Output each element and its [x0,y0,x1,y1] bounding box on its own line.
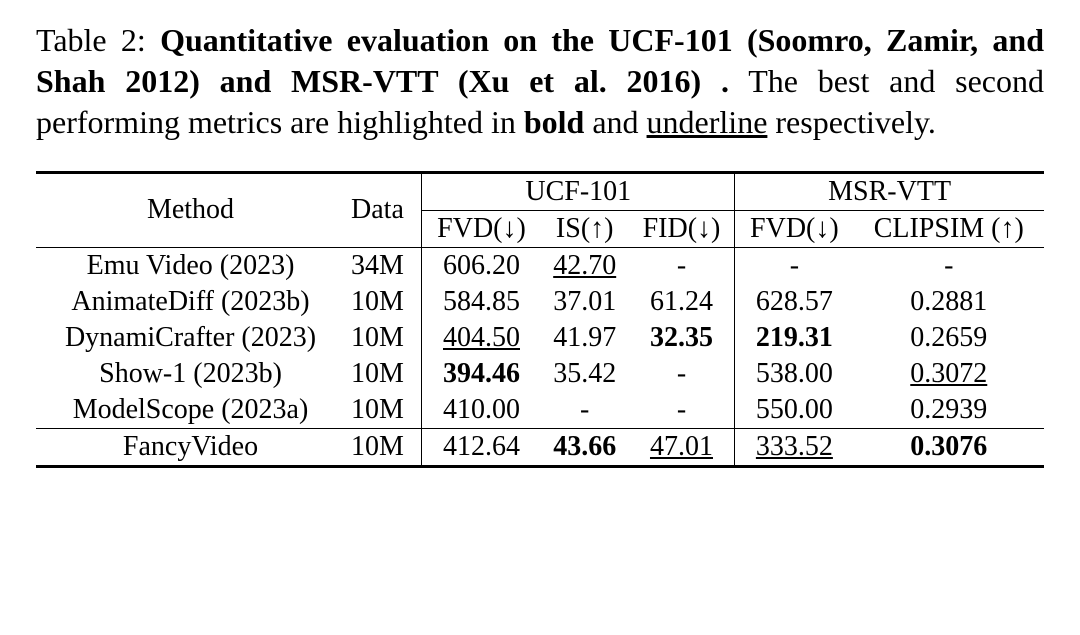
cell-method: Emu Video (2023) [36,247,345,284]
cell-ucf-fid: 61.24 [629,284,735,320]
cell-data: 10M [345,392,422,429]
cell-method: AnimateDiff (2023b) [36,284,345,320]
cell-method: ModelScope (2023a) [36,392,345,429]
cell-ucf-fid: - [629,392,735,429]
cell-method: DynamiCrafter (2023) [36,320,345,356]
cell-msr-fvd: 333.52 [735,428,854,466]
header-clipsim: CLIPSIM (↑) [854,210,1044,247]
cell-method: Show-1 (2023b) [36,356,345,392]
results-table: Method Data UCF-101 MSR-VTT FVD(↓) IS(↑)… [36,171,1044,468]
cell-msr-clip: 0.2939 [854,392,1044,429]
cell-msr-clip: 0.3076 [854,428,1044,466]
header-method: Method [36,172,345,247]
cell-msr-fvd: 219.31 [735,320,854,356]
cell-ucf-fid: - [629,356,735,392]
table-row: DynamiCrafter (2023) 10M 404.50 41.97 32… [36,320,1044,356]
header-ucf: UCF-101 [422,172,735,210]
cell-ucf-is: 37.01 [541,284,629,320]
caption-rest-mid: and [584,104,646,140]
cell-msr-clip: 0.3072 [854,356,1044,392]
cell-ucf-fvd: 394.46 [422,356,541,392]
cell-method: FancyVideo [36,428,345,466]
header-fvd-msr: FVD(↓) [735,210,854,247]
cell-ucf-fvd: 606.20 [422,247,541,284]
table-row: Show-1 (2023b) 10M 394.46 35.42 - 538.00… [36,356,1044,392]
cell-msr-fvd: 550.00 [735,392,854,429]
cell-data: 10M [345,428,422,466]
cell-ucf-fid: 32.35 [629,320,735,356]
cell-ucf-fvd: 410.00 [422,392,541,429]
cell-msr-fvd: 628.57 [735,284,854,320]
cell-ucf-fvd: 584.85 [422,284,541,320]
cell-ucf-is: - [541,392,629,429]
cell-ucf-is: 35.42 [541,356,629,392]
cell-ucf-fid: - [629,247,735,284]
header-is: IS(↑) [541,210,629,247]
table-caption: Table 2: Quantitative evaluation on the … [36,20,1044,143]
header-fid: FID(↓) [629,210,735,247]
header-fvd-ucf: FVD(↓) [422,210,541,247]
cell-ucf-fvd: 412.64 [422,428,541,466]
table-row: ModelScope (2023a) 10M 410.00 - - 550.00… [36,392,1044,429]
cell-data: 34M [345,247,422,284]
cell-ucf-is: 42.70 [541,247,629,284]
cell-ucf-is: 43.66 [541,428,629,466]
cell-msr-clip: 0.2659 [854,320,1044,356]
cell-ucf-fvd: 404.50 [422,320,541,356]
cell-ucf-fid: 47.01 [629,428,735,466]
caption-rest-post: respectively. [767,104,936,140]
cell-ucf-is: 41.97 [541,320,629,356]
cell-msr-clip: - [854,247,1044,284]
header-msr: MSR-VTT [735,172,1044,210]
table-row: Emu Video (2023) 34M 606.20 42.70 - - - [36,247,1044,284]
table-row: AnimateDiff (2023b) 10M 584.85 37.01 61.… [36,284,1044,320]
cell-data: 10M [345,356,422,392]
caption-lead: Table 2: [36,22,160,58]
table-row-highlight: FancyVideo 10M 412.64 43.66 47.01 333.52… [36,428,1044,466]
caption-underline-word: underline [647,104,768,140]
caption-bold-word: bold [524,104,584,140]
cell-data: 10M [345,320,422,356]
cell-data: 10M [345,284,422,320]
cell-msr-clip: 0.2881 [854,284,1044,320]
cell-msr-fvd: - [735,247,854,284]
header-data: Data [345,172,422,247]
cell-msr-fvd: 538.00 [735,356,854,392]
